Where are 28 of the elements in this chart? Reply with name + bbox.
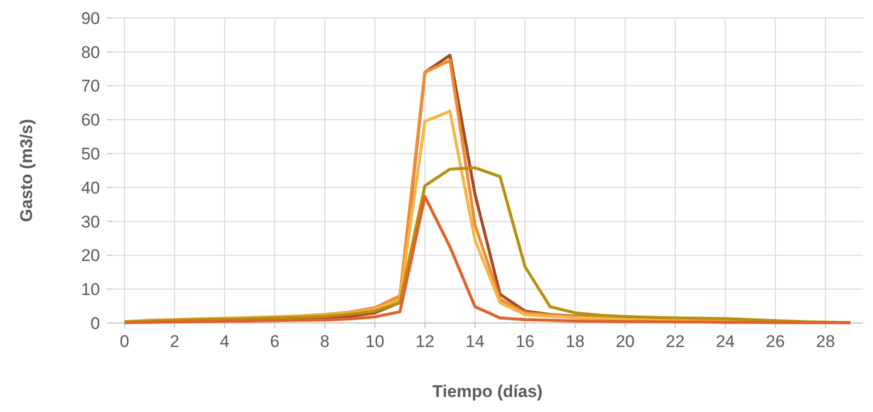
x-axis-title: Tiempo (días): [432, 382, 543, 401]
y-tick-label: 30: [81, 212, 100, 232]
y-tick-label: 90: [81, 8, 100, 28]
y-tick-label: 70: [81, 76, 100, 96]
y-tick-label: 10: [81, 280, 100, 300]
x-tick-label: 28: [816, 332, 835, 351]
x-tick-label: 16: [516, 332, 535, 351]
x-tick-label: 8: [320, 332, 330, 351]
x-tick-label: 4: [220, 332, 230, 351]
x-tick-label: 12: [415, 332, 434, 351]
x-tick-label: 14: [466, 332, 484, 351]
y-tick-label: 50: [81, 144, 100, 164]
x-tick-label: 10: [365, 332, 384, 351]
x-tick-label: 22: [666, 332, 685, 351]
x-tick-label: 18: [566, 332, 585, 351]
x-tick-label: 2: [170, 332, 180, 351]
x-tick-label: 0: [120, 332, 130, 351]
x-tick-label: 26: [766, 332, 785, 351]
y-tick-label: 0: [90, 314, 100, 333]
y-axis-title: Gasto (m3/s): [17, 119, 36, 222]
x-tick-label: 20: [616, 332, 635, 351]
y-tick-label: 40: [81, 178, 100, 198]
x-tick-label: 24: [716, 332, 735, 351]
y-tick-label: 60: [81, 110, 100, 130]
x-tick-label: 6: [270, 332, 280, 351]
line-series: [123, 195, 852, 324]
y-tick-label: 80: [81, 42, 100, 62]
y-tick-label: 20: [81, 246, 100, 266]
